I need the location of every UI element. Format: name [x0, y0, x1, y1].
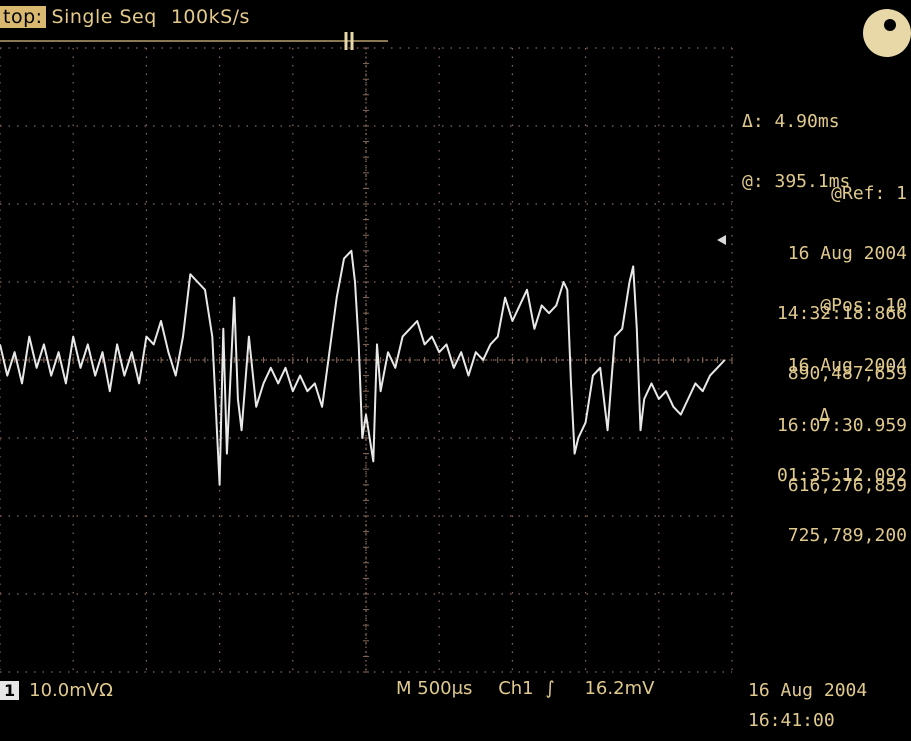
ref-time: 14:32:18.866 [776, 303, 907, 324]
channel-status: 1 10.0mVΩ [0, 678, 113, 702]
timebase-status: M 500μs Ch1 ∫ 16.2mV [396, 678, 654, 699]
pos-date: 16 Aug 2004 [787, 355, 907, 376]
ref-label: @Ref: 1 [831, 183, 907, 204]
acquisition-status: top: Single Seq 100kS/s [0, 2, 250, 32]
reference-level-marker-icon [717, 235, 726, 245]
waveform-trace [0, 249, 726, 486]
trigger-level: 16.2mV [584, 678, 655, 699]
cursor-delta: Δ: 4.90ms [742, 111, 840, 132]
delta-count: 725,789,200 [787, 525, 907, 546]
screen-date: 16 Aug 2004 [748, 680, 868, 701]
acquisition-mode: Single Seq [51, 6, 157, 28]
cursor-position: @: 395.1ms [742, 171, 851, 192]
cursor-readout: Δ: 4.90ms @: 395.1ms [742, 72, 907, 232]
screen-time: 16:41:00 [748, 710, 835, 731]
vertical-scale: 10.0mVΩ [29, 679, 113, 701]
ref-count: 890,487,659 [787, 363, 907, 384]
pos-time: 16:07:30.959 [776, 415, 907, 436]
pos-count: 616,276,859 [787, 475, 907, 496]
pos-readout: @Pos: 10 16 Aug 2004 16:07:30.959 616,27… [777, 256, 907, 536]
graticule [0, 47, 733, 673]
record-view-bar [0, 32, 388, 50]
channel-number: 1 [0, 680, 20, 700]
ref-date: 16 Aug 2004 [787, 243, 907, 264]
ref-readout: @Ref: 1 16 Aug 2004 14:32:18.866 890,487… [777, 144, 907, 424]
delta-time: 01:35:12.092 [776, 465, 907, 486]
run-stop-tag: top: [0, 6, 46, 28]
trigger-slope-icon: ∫ [545, 678, 555, 699]
sample-rate: 100kS/s [170, 6, 250, 28]
pos-label: @Pos: 10 [820, 295, 907, 316]
trigger-source: Ch1 [498, 678, 534, 699]
delta-label: Δ [819, 405, 830, 426]
acquisition-indicator-icon [863, 9, 911, 57]
timebase: M 500μs [396, 678, 473, 699]
delta-readout: Δ 01:35:12.092 725,789,200 [742, 366, 907, 586]
waveform-plot [0, 47, 733, 673]
